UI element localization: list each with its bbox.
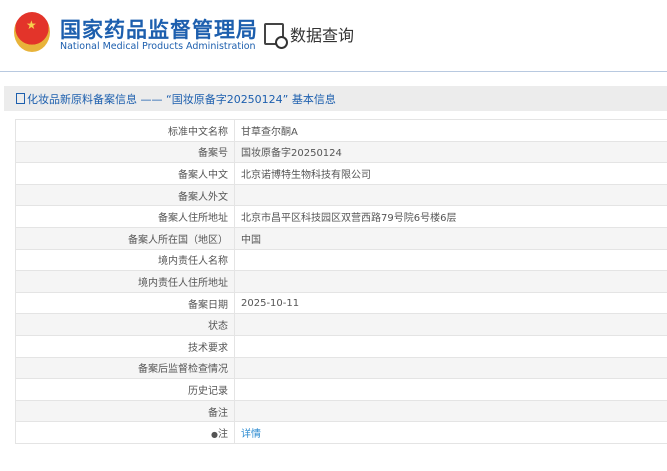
brand-name-en: National Medical Products Administration xyxy=(60,41,256,52)
row-value xyxy=(234,183,667,207)
brand-name-cn: 国家药品监督管理局 xyxy=(60,18,258,42)
document-search-icon xyxy=(264,23,288,49)
row-label: 备案人中文 xyxy=(15,162,235,185)
table-row: 标准中文名称 甘草查尔酮A xyxy=(15,119,667,142)
row-value-text: 国妆原备字20250124 xyxy=(241,148,342,160)
row-label: ●注 xyxy=(15,421,235,444)
data-query-label: 数据查询 xyxy=(290,26,355,45)
row-label-text: 备案人外文 xyxy=(178,191,228,203)
table-row: 备案人中文 北京诺博特生物科技有限公司 xyxy=(15,162,667,185)
row-value: 中国 xyxy=(234,226,667,250)
row-label: 技术要求 xyxy=(15,334,235,358)
table-row: 历史记录 xyxy=(15,378,667,401)
row-label: 备案号 xyxy=(15,140,235,164)
table-row: 备案人住所地址 北京市昌平区科技园区双营西路79号院6号楼6层 xyxy=(15,205,667,228)
row-label-text: 历史记录 xyxy=(188,385,228,397)
table-row: 境内责任人住所地址 xyxy=(15,270,667,293)
document-icon xyxy=(16,93,25,104)
table-row: 备案日期 2025-10-11 xyxy=(15,291,667,315)
row-label-text: 备案人住所地址 xyxy=(158,213,228,225)
national-emblem-logo xyxy=(14,12,50,52)
row-label-text: 备案后监督检查情况 xyxy=(138,364,228,376)
row-label-text: 备案人所在国（地区） xyxy=(128,234,228,246)
info-table: 标准中文名称 甘草查尔酮A 备案号 国妆原备字20250124 备案人中文 北京诺博特生物… xyxy=(15,119,667,444)
row-value-text: 中国 xyxy=(241,234,261,246)
row-value xyxy=(234,378,667,401)
table-row: 境内责任人名称 xyxy=(15,248,667,272)
row-label: 备案人住所地址 xyxy=(15,205,235,228)
row-value xyxy=(234,334,667,358)
row-value xyxy=(234,248,667,272)
site-header: 国家药品监督管理局 National Medical Products Admi… xyxy=(0,0,667,72)
row-label: 境内责任人住所地址 xyxy=(15,270,235,293)
row-label: 状态 xyxy=(15,313,235,336)
row-value-text: 甘草查尔酮A xyxy=(241,126,298,138)
row-label: 标准中文名称 xyxy=(15,119,235,142)
section-title: 化妆品新原料备案信息 —— “国妆原备字20250124” 基本信息 xyxy=(4,86,667,111)
table-row: ●注 详情 xyxy=(15,421,667,444)
row-value xyxy=(234,313,667,336)
row-label: 备案人所在国（地区） xyxy=(15,226,235,250)
section-title-text: 化妆品新原料备案信息 —— “国妆原备字20250124” 基本信息 xyxy=(27,92,336,106)
row-value: 国妆原备字20250124 xyxy=(234,140,667,164)
row-label: 备注 xyxy=(15,399,235,423)
details-link[interactable]: 详情 xyxy=(241,429,261,441)
table-row: 技术要求 xyxy=(15,334,667,358)
row-label-text: 注 xyxy=(218,429,228,441)
pin-icon: ● xyxy=(211,430,218,440)
row-label-text: 技术要求 xyxy=(188,342,228,354)
row-label-text: 状态 xyxy=(208,321,228,333)
row-label-text: 备案日期 xyxy=(188,299,228,311)
data-query-link[interactable]: 数据查询 xyxy=(264,22,355,49)
row-value: 详情 xyxy=(234,421,667,444)
row-label-text: 标准中文名称 xyxy=(168,126,228,138)
row-value-text: 2025-10-11 xyxy=(241,297,300,309)
row-value-text: 北京诺博特生物科技有限公司 xyxy=(241,169,371,181)
row-label-text: 备案人中文 xyxy=(178,169,228,181)
row-value: 2025-10-11 xyxy=(234,291,667,315)
table-row: 备案后监督检查情况 xyxy=(15,356,667,380)
row-value: 北京诺博特生物科技有限公司 xyxy=(234,162,667,185)
table-row: 备案号 国妆原备字20250124 xyxy=(15,140,667,164)
row-label: 备案人外文 xyxy=(15,183,235,207)
row-label: 备案日期 xyxy=(15,291,235,315)
row-value xyxy=(234,270,667,293)
row-value-text: 北京市昌平区科技园区双营西路79号院6号楼6层 xyxy=(241,213,457,225)
row-label-text: 备案号 xyxy=(198,148,228,160)
row-value xyxy=(234,399,667,423)
table-row: 备案人外文 xyxy=(15,183,667,207)
table-row: 备案人所在国（地区） 中国 xyxy=(15,226,667,250)
row-label-text: 境内责任人住所地址 xyxy=(138,277,228,289)
table-row: 状态 xyxy=(15,313,667,336)
row-label-text: 境内责任人名称 xyxy=(158,256,228,268)
row-label: 境内责任人名称 xyxy=(15,248,235,272)
row-value: 甘草查尔酮A xyxy=(234,119,667,142)
row-value: 北京市昌平区科技园区双营西路79号院6号楼6层 xyxy=(234,205,667,228)
row-value xyxy=(234,356,667,380)
row-label-text: 备注 xyxy=(208,407,228,419)
row-label: 备案后监督检查情况 xyxy=(15,356,235,380)
table-row: 备注 xyxy=(15,399,667,423)
row-label: 历史记录 xyxy=(15,378,235,401)
